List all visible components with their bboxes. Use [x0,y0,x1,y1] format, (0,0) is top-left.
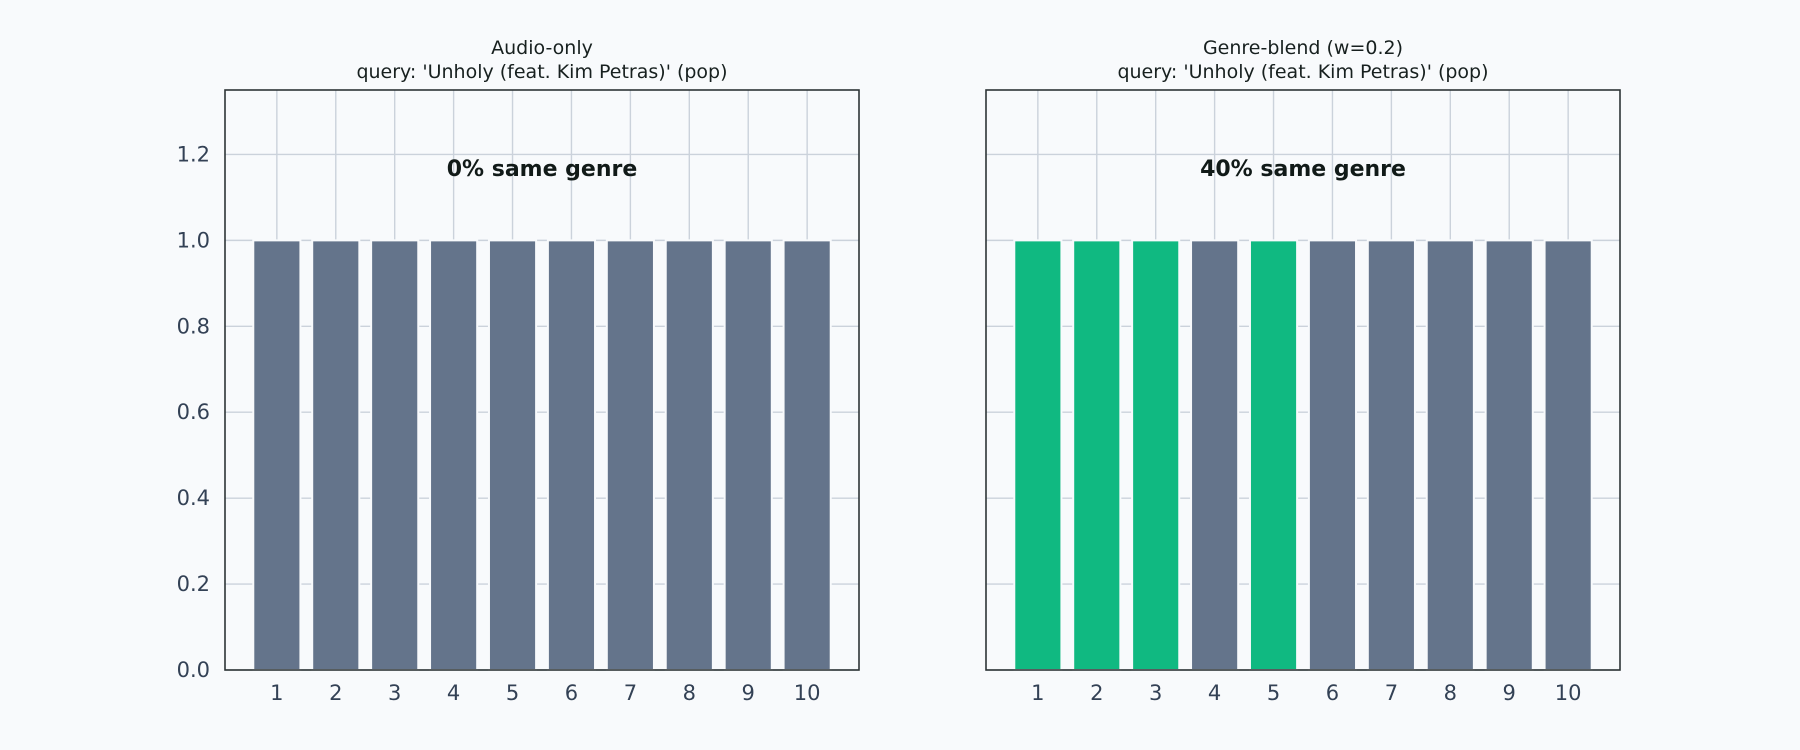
x-tick-label: 5 [506,681,519,705]
x-tick-label: 10 [794,681,821,705]
x-tick-label: 10 [1555,681,1582,705]
x-tick-label: 8 [683,681,696,705]
y-tick-label: 1.0 [177,228,210,252]
bar-10 [1543,239,1593,672]
x-tick-label: 4 [447,681,460,705]
x-tick-label: 8 [1444,681,1457,705]
bar-7 [605,239,655,672]
bar-9 [1484,239,1534,672]
chart-subtitle: query: 'Unholy (feat. Kim Petras)' (pop) [356,61,727,83]
y-tick-label: 0.8 [177,314,210,338]
bar-2 [1072,239,1122,672]
subplot-2: 1 2 3 4 5 6 7 8 9 10 Genre-blend (w=0.2)query: 'Un… [985,37,1621,705]
axes-frame [224,89,860,671]
x-tick-label: 3 [388,681,401,705]
chart-title: Genre-blend (w=0.2) [1203,37,1403,59]
axes-frame [985,89,1621,671]
x-tick-label: 2 [1090,681,1103,705]
bar-9 [723,239,773,672]
same-genre-annotation: 0% same genre [447,157,638,182]
bar-8 [1425,239,1475,672]
y-tick-label: 0.0 [177,658,210,682]
bar-6 [546,239,597,672]
bar-4 [429,239,479,672]
bar-5 [487,239,538,672]
y-tick-label: 0.2 [177,572,210,596]
same-genre-annotation: 40% same genre [1200,157,1406,182]
bar-1 [1013,239,1063,672]
x-tick-label: 5 [1267,681,1280,705]
bar-3 [1131,239,1181,672]
x-tick-label: 2 [329,681,342,705]
chart-subtitle: query: 'Unholy (feat. Kim Petras)' (pop) [1117,61,1488,83]
bar-10 [782,239,832,672]
bar-4 [1190,239,1240,672]
x-tick-label: 7 [624,681,637,705]
bar-6 [1307,239,1358,672]
x-tick-label: 9 [1503,681,1516,705]
x-tick-label: 7 [1385,681,1398,705]
bar-1 [252,239,302,672]
y-tick-label: 0.4 [177,486,210,510]
bar-3 [370,239,420,672]
x-tick-label: 1 [1031,681,1044,705]
subplot-1: 1 2 3 4 5 6 7 8 9 10 0.0 0.2 0.4 0.6 0.8 1.0 1.2 Audio-on… [177,37,860,705]
bar-8 [664,239,714,672]
y-tick-label: 0.6 [177,400,210,424]
bar-7 [1366,239,1416,672]
x-tick-label: 3 [1149,681,1162,705]
x-tick-label: 6 [565,681,578,705]
x-tick-label: 4 [1208,681,1221,705]
x-tick-label: 1 [270,681,283,705]
x-tick-label: 6 [1326,681,1339,705]
bar-2 [311,239,361,672]
bar-5 [1248,239,1299,672]
x-tick-label: 9 [742,681,755,705]
y-tick-label: 1.2 [177,142,210,166]
chart-title: Audio-only [491,37,593,59]
